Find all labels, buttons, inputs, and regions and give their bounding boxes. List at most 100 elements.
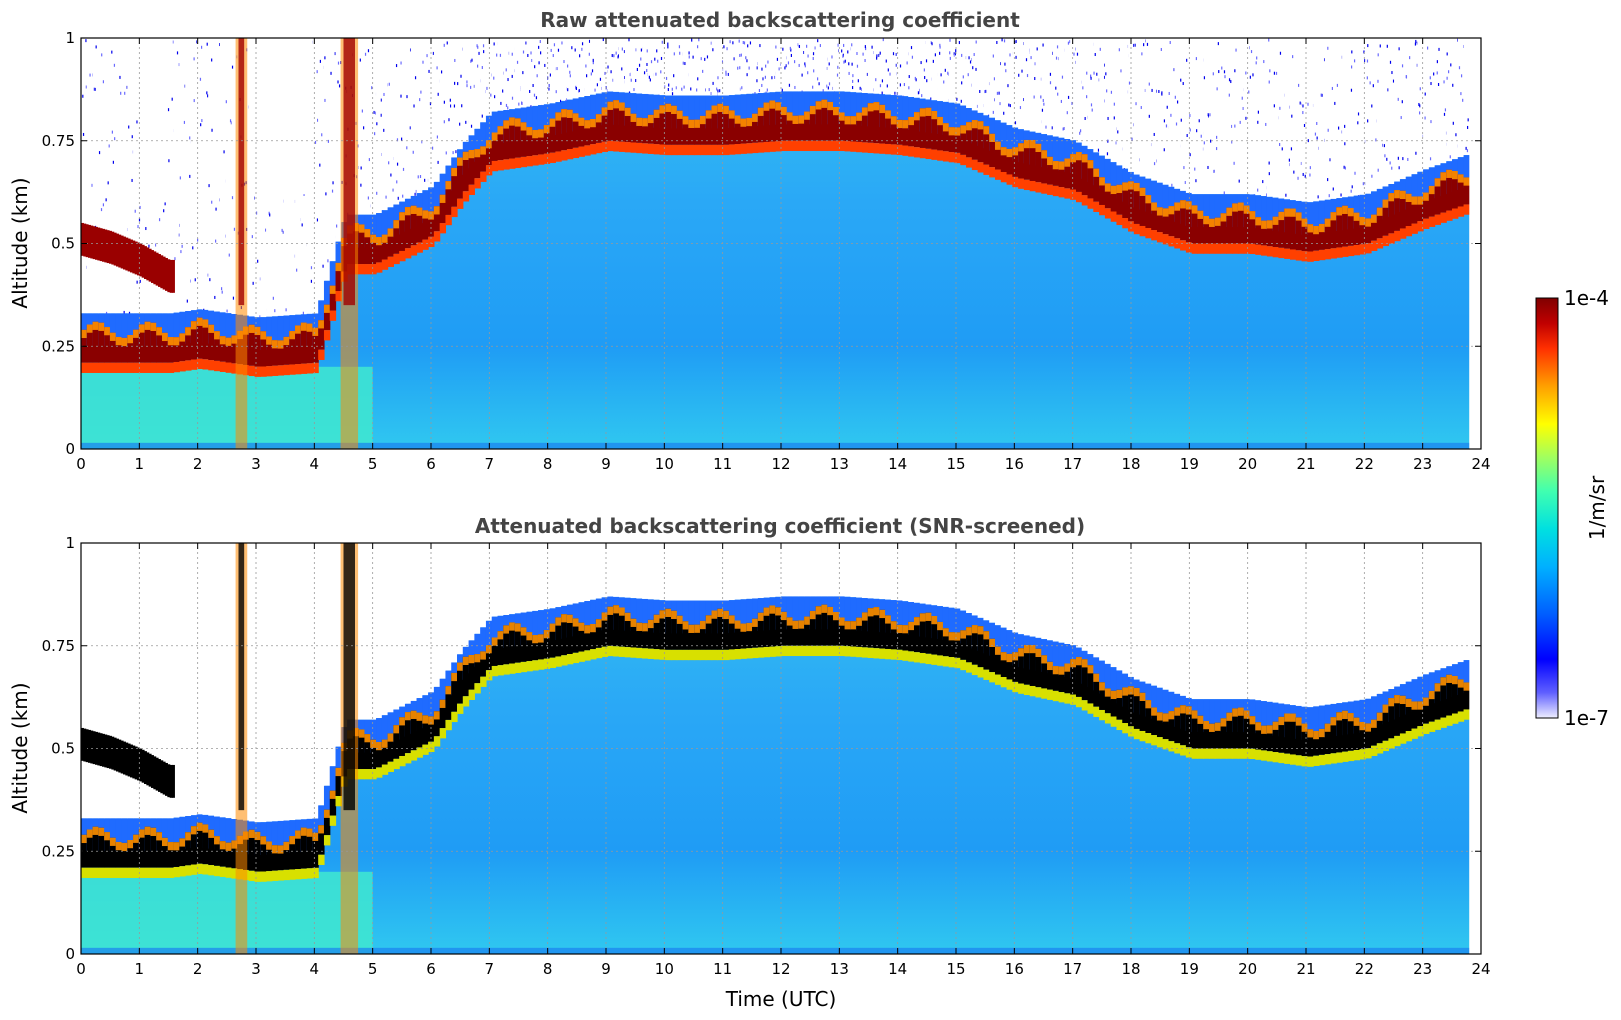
cloud-layer-cell	[329, 285, 337, 311]
noise-cell	[402, 194, 404, 198]
noise-cell	[586, 74, 588, 78]
noise-cell	[1446, 38, 1453, 162]
cloud-fringe-cell	[688, 144, 695, 156]
cloud-layer-cell	[792, 115, 799, 141]
noise-cell	[679, 51, 681, 55]
masked-cell	[127, 543, 134, 819]
noise-cell	[358, 38, 366, 215]
y-tick-label: 0.5	[51, 235, 75, 253]
cloud-fringe-cell	[734, 620, 742, 629]
noise-cell	[1117, 130, 1119, 134]
noise-cell	[1104, 63, 1106, 67]
noise-cell	[181, 244, 183, 248]
cloud-edge-cell	[1359, 194, 1366, 228]
noise-cell	[502, 89, 504, 93]
cloud-fringe-cell	[1052, 161, 1060, 170]
noise-cell	[1391, 71, 1393, 75]
cloud-fringe-cell	[271, 340, 279, 349]
noise-cell	[1086, 71, 1088, 75]
cloud-layer-cell	[150, 322, 157, 363]
noise-cell	[828, 82, 831, 86]
cloud-edge-cell	[1006, 125, 1013, 159]
noise-cell	[1228, 93, 1230, 97]
noise-cell	[1302, 104, 1304, 108]
cloud-layer-cell	[1243, 205, 1251, 244]
noise-cell	[1347, 38, 1355, 197]
cloud-edge-cell	[804, 596, 811, 630]
masked-cell	[723, 543, 730, 601]
masked-cell	[815, 543, 823, 597]
x-tick-label: 20	[1238, 455, 1257, 473]
cloud-fringe-cell	[1347, 208, 1355, 217]
x-tick-label: 6	[426, 455, 436, 473]
cloud-fringe-cell	[150, 827, 157, 837]
cloud-fringe-cell	[1261, 725, 1268, 734]
noise-cell	[383, 92, 385, 96]
noise-cell	[630, 78, 632, 82]
cloud-layer-cell	[1336, 207, 1343, 248]
cloud-fringe-cell	[109, 362, 117, 373]
cloud-layer-cell	[161, 837, 169, 868]
noise-cell	[861, 38, 869, 94]
noise-cell	[915, 78, 917, 82]
noise-cell	[887, 68, 889, 72]
cloud-fringe-cell	[1394, 190, 1401, 199]
noise-cell	[491, 38, 499, 112]
cloud-layer-cell	[364, 734, 371, 770]
cloud-fringe-cell	[1156, 737, 1164, 748]
cloud-edge-cell	[1272, 702, 1280, 736]
noise-cell	[931, 38, 938, 101]
cloud-fringe-cell	[190, 864, 198, 875]
cloud-fringe-cell	[532, 635, 539, 644]
cloud-layer-cell	[613, 605, 620, 647]
noise-cell	[1382, 38, 1389, 187]
masked-cell	[925, 543, 932, 605]
cloud-layer-cell	[711, 610, 718, 650]
upper-layer-cell	[127, 743, 131, 777]
x-tick-label: 5	[368, 960, 378, 978]
x-tick-label: 14	[888, 960, 907, 978]
cloud-layer-cell	[1440, 172, 1447, 213]
masked-cell	[572, 543, 580, 604]
noise-cell	[778, 67, 780, 71]
cloud-fringe-cell	[428, 211, 435, 220]
noise-cell	[822, 89, 824, 93]
noise-cell	[914, 76, 916, 80]
cloud-layer-cell	[462, 151, 470, 192]
cloud-layer-cell	[312, 832, 319, 868]
cloud-layer-cell	[983, 631, 990, 670]
cloud-layer-cell	[381, 739, 389, 765]
cloud-layer-cell	[1353, 717, 1361, 751]
cloud-fringe-cell	[1029, 685, 1037, 697]
cloud-fringe-cell	[584, 120, 591, 129]
masked-cell	[196, 543, 204, 815]
noise-cell	[1418, 102, 1420, 106]
noise-cell	[1045, 125, 1047, 129]
cloud-fringe-cell	[942, 123, 950, 132]
noise-cell	[1419, 87, 1421, 91]
cloud-fringe-cell	[1035, 687, 1042, 698]
cloud-layer-cell	[92, 321, 99, 363]
masked-cell	[1370, 543, 1378, 697]
cloud-fringe-cell	[214, 865, 221, 877]
cloud-fringe-cell	[1359, 216, 1366, 226]
cloud-fringe-cell	[214, 331, 221, 340]
cloud-fringe-cell	[908, 116, 915, 126]
cloud-fringe-cell	[642, 623, 649, 632]
cloud-layer-cell	[358, 729, 366, 770]
cloud-layer-cell	[1457, 679, 1465, 712]
masked-cell	[798, 543, 805, 597]
noise-cell	[944, 68, 946, 72]
cloud-fringe-cell	[1266, 725, 1274, 734]
cloud-fringe-cell	[1128, 181, 1135, 190]
noise-cell	[124, 91, 126, 95]
cloud-fringe-cell	[1075, 152, 1083, 161]
upper-layer-cell	[146, 752, 150, 786]
cloud-fringe-cell	[618, 646, 626, 657]
masked-cell	[1209, 543, 1216, 700]
cloud-fringe-cell	[1203, 243, 1210, 254]
noise-cell	[1261, 38, 1268, 197]
y-tick-label: 0.75	[42, 637, 75, 655]
masked-cell	[1128, 543, 1135, 677]
noise-cell	[804, 64, 806, 68]
